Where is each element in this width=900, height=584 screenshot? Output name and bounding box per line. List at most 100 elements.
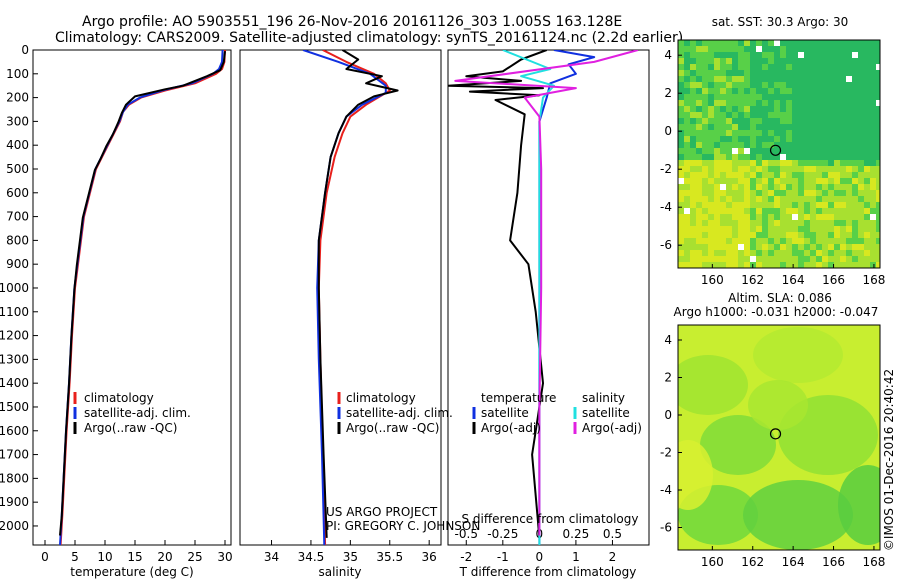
sst-cell bbox=[870, 190, 876, 196]
sst-lon-label: 168 bbox=[862, 273, 885, 287]
sst-cell bbox=[834, 160, 840, 166]
sst-cell bbox=[696, 148, 702, 154]
sst-cell bbox=[756, 112, 762, 118]
sst-cell bbox=[876, 238, 880, 244]
sst-cell bbox=[846, 232, 852, 238]
sst-cell bbox=[816, 118, 822, 124]
sst-cell bbox=[702, 142, 708, 148]
sst-cell bbox=[834, 214, 840, 220]
sst-cell bbox=[858, 40, 864, 46]
sst-cell bbox=[852, 250, 858, 256]
sst-cell bbox=[786, 250, 792, 256]
sst-cell bbox=[696, 232, 702, 238]
sst-cell bbox=[696, 88, 702, 94]
sst-cell bbox=[840, 220, 846, 226]
sst-cell bbox=[846, 88, 852, 94]
sst-cell bbox=[816, 70, 822, 76]
sst-cell bbox=[756, 220, 762, 226]
depth-tick-label: 300 bbox=[6, 114, 29, 128]
depth-tick-label: 0 bbox=[21, 43, 29, 57]
sst-cell bbox=[738, 256, 744, 262]
sst-cell bbox=[840, 202, 846, 208]
sst-cell bbox=[816, 136, 822, 142]
sst-cell bbox=[744, 220, 750, 226]
sst-cell bbox=[876, 208, 880, 214]
sst-cell bbox=[774, 202, 780, 208]
sst-cell bbox=[684, 166, 690, 172]
temperature-series-line-1 bbox=[59, 50, 224, 545]
sst-cell bbox=[720, 94, 726, 100]
sst-cell bbox=[804, 94, 810, 100]
sst-cell bbox=[678, 190, 684, 196]
sst-cell bbox=[684, 136, 690, 142]
sst-cell bbox=[738, 118, 744, 124]
depth-tick-label: 1100 bbox=[0, 305, 29, 319]
sst-cell bbox=[792, 94, 798, 100]
sst-cell bbox=[762, 244, 768, 250]
sst-cell bbox=[732, 250, 738, 256]
sst-cell bbox=[792, 178, 798, 184]
sst-cell bbox=[768, 154, 774, 160]
sst-cell bbox=[858, 112, 864, 118]
sst-cell bbox=[708, 160, 714, 166]
sst-cell bbox=[762, 220, 768, 226]
sst-cell bbox=[834, 70, 840, 76]
sst-lat-label: -2 bbox=[660, 162, 672, 176]
sst-cell bbox=[792, 46, 798, 52]
sst-cell bbox=[762, 100, 768, 106]
sst-cell bbox=[678, 70, 684, 76]
sst-cell bbox=[702, 262, 708, 268]
sst-cell bbox=[852, 178, 858, 184]
sst-cell bbox=[864, 106, 870, 112]
sst-cell bbox=[762, 142, 768, 148]
sst-cell bbox=[840, 148, 846, 154]
sst-cell bbox=[810, 46, 816, 52]
sst-cell bbox=[678, 160, 684, 166]
sst-cell bbox=[726, 124, 732, 130]
sst-cell bbox=[786, 124, 792, 130]
sst-cell bbox=[804, 46, 810, 52]
sst-cell bbox=[798, 214, 804, 220]
sst-cell bbox=[780, 202, 786, 208]
sla-map-axes: 160 162 164 166 168 4 2 0 -2 -4 -6 bbox=[660, 333, 885, 569]
sst-cell bbox=[708, 190, 714, 196]
sst-cell bbox=[840, 94, 846, 100]
sst-cell bbox=[780, 226, 786, 232]
sst-cell bbox=[822, 100, 828, 106]
sst-cell bbox=[750, 220, 756, 226]
sst-cell bbox=[840, 112, 846, 118]
sst-cell bbox=[792, 58, 798, 64]
sst-cell bbox=[876, 70, 880, 76]
sst-cell bbox=[738, 94, 744, 100]
sst-cell bbox=[684, 250, 690, 256]
sst-cell bbox=[720, 238, 726, 244]
sst-cell bbox=[762, 130, 768, 136]
sst-cell bbox=[714, 190, 720, 196]
sst-cell bbox=[744, 52, 750, 58]
sst-cell bbox=[678, 148, 684, 154]
sst-cell bbox=[774, 76, 780, 82]
sst-cell bbox=[834, 82, 840, 88]
sst-cell bbox=[678, 58, 684, 64]
sst-cell bbox=[852, 46, 858, 52]
sst-cell bbox=[756, 202, 762, 208]
sst-cell bbox=[774, 256, 780, 262]
sst-cell bbox=[828, 88, 834, 94]
sst-cell bbox=[816, 166, 822, 172]
sst-cell bbox=[864, 142, 870, 148]
sst-cell bbox=[768, 82, 774, 88]
sla-lat-label: 0 bbox=[664, 408, 672, 422]
sst-cell bbox=[810, 256, 816, 262]
sst-cell bbox=[876, 142, 880, 148]
sst-cell bbox=[870, 46, 876, 52]
sst-cell bbox=[720, 112, 726, 118]
sst-cell bbox=[780, 52, 786, 58]
sst-cell bbox=[876, 148, 880, 154]
sst-cell bbox=[696, 58, 702, 64]
sst-cell bbox=[750, 106, 756, 112]
sst-cell bbox=[816, 214, 822, 220]
sst-cell bbox=[678, 202, 684, 208]
sst-cell bbox=[744, 70, 750, 76]
sst-cell bbox=[870, 64, 876, 70]
sst-cell bbox=[714, 154, 720, 160]
